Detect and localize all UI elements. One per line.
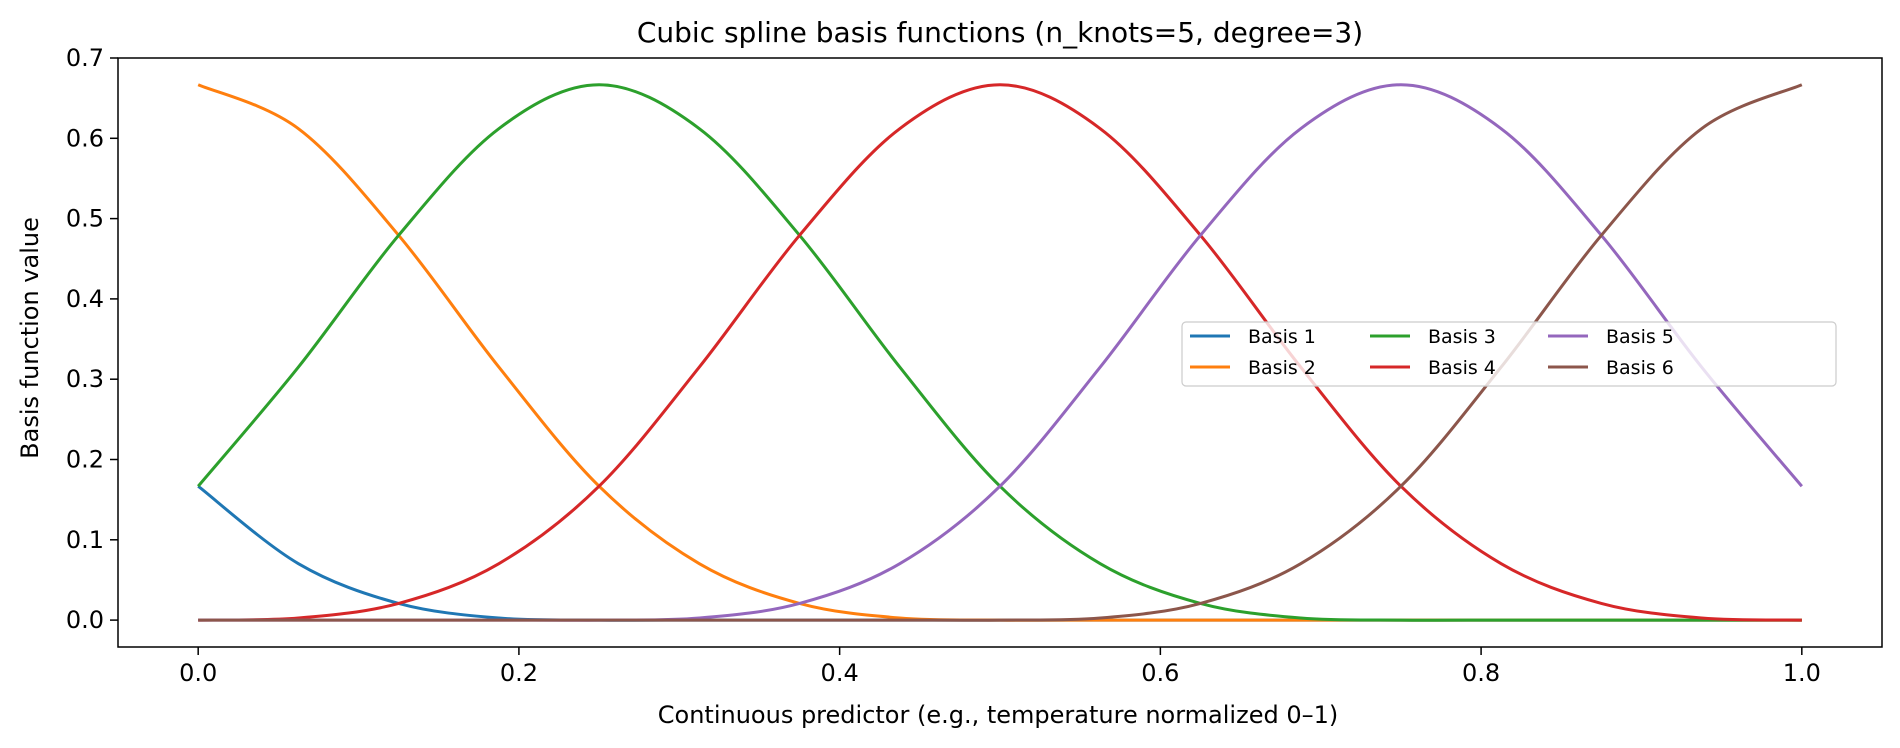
y-tick-label: 0.3 xyxy=(66,365,104,393)
y-tick-label: 0.1 xyxy=(66,526,104,554)
x-tick-label: 0.2 xyxy=(500,659,538,687)
y-axis-title: Basis function value xyxy=(16,217,44,459)
legend-label-basis-1: Basis 1 xyxy=(1248,326,1316,348)
x-tick-label: 1.0 xyxy=(1783,659,1821,687)
legend-box xyxy=(1181,321,1837,387)
series-line-basis-4 xyxy=(198,83,1802,622)
y-axis: 0.0 0.1 0.2 0.3 0.4 0.5 0.6 0.7 xyxy=(66,44,118,634)
legend-label-basis-4: Basis 4 xyxy=(1428,357,1496,379)
series-line-basis-3 xyxy=(197,83,1802,622)
y-tick-label: 0.0 xyxy=(66,606,104,634)
y-tick-label: 0.2 xyxy=(66,445,104,473)
plot-area xyxy=(117,57,1883,648)
y-tick-label: 0.4 xyxy=(66,285,104,313)
chart-title: Cubic spline basis functions (n_knots=5,… xyxy=(637,16,1363,49)
legend-label-basis-2: Basis 2 xyxy=(1248,357,1316,379)
x-tick-label: 0.0 xyxy=(179,659,217,687)
legend-label-basis-5: Basis 5 xyxy=(1606,326,1674,348)
legend: Basis 1 Basis 2 Basis 3 Basis 4 Basis 5 Basis… xyxy=(1181,321,1837,387)
legend-label-basis-6: Basis 6 xyxy=(1606,357,1674,379)
x-axis: 0.0 0.2 0.4 0.6 0.8 1.0 xyxy=(179,647,1821,687)
y-tick-label: 0.7 xyxy=(66,44,104,72)
y-tick-label: 0.6 xyxy=(66,124,104,152)
x-tick-label: 0.6 xyxy=(1141,659,1179,687)
y-tick-label: 0.5 xyxy=(66,205,104,233)
x-tick-label: 0.8 xyxy=(1462,659,1500,687)
legend-label-basis-3: Basis 3 xyxy=(1428,326,1496,348)
x-tick-label: 0.4 xyxy=(821,659,859,687)
series-layer xyxy=(197,83,1803,622)
x-axis-title: Continuous predictor (e.g., temperature … xyxy=(658,701,1338,729)
series-line-basis-6 xyxy=(198,83,1803,622)
